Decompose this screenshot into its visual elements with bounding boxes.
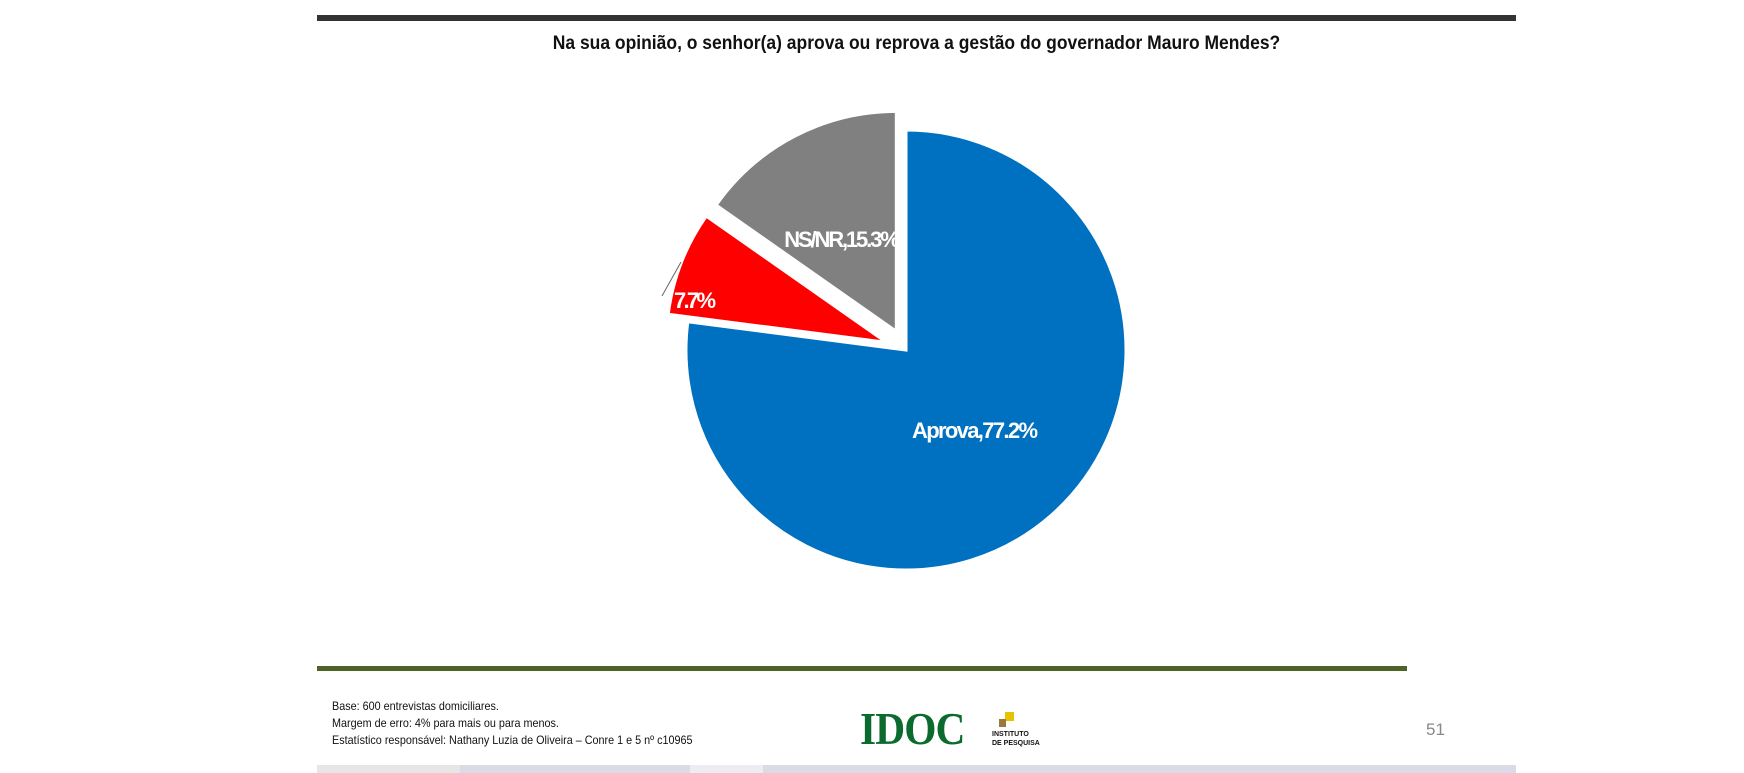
data-label-reprova: 7.7% (674, 288, 716, 313)
bottom-strip (317, 765, 460, 773)
logo-subtitle: INSTITUTO DE PESQUISA (992, 731, 1040, 747)
bottom-strip (690, 765, 763, 773)
bottom-strip (763, 765, 1516, 773)
chart-title: Na sua opinião, o senhor(a) aprova ou re… (552, 33, 1281, 54)
margin-note: Margem de erro: 4% para mais ou para men… (332, 716, 559, 730)
logo-text: IDOC (860, 703, 965, 754)
data-label-aprova: Aprova,77.2% (912, 418, 1038, 443)
page-number: 51 (1426, 720, 1445, 739)
bottom-strip (460, 765, 690, 773)
statistician-note: Estatístico responsável: Nathany Luzia d… (332, 733, 693, 747)
top-divider (317, 15, 1516, 21)
logo-square-yellow (1005, 712, 1014, 721)
data-label-nsnr: NS/NR,15.3% (784, 227, 900, 252)
footer-notes: Base: 600 entrevistas domiciliares. Marg… (332, 698, 693, 749)
pie-slice-aprova (684, 128, 1128, 572)
logo-square-brown (999, 719, 1006, 727)
pie-slice-nsnr (714, 109, 898, 335)
leader-line (661, 261, 682, 297)
base-note: Base: 600 entrevistas domiciliares. (332, 699, 499, 713)
pie-slice-reprova (666, 214, 888, 344)
footer-divider (317, 666, 1407, 671)
idoc-logo: IDOC INSTITUTO DE PESQUISA (860, 703, 1040, 754)
